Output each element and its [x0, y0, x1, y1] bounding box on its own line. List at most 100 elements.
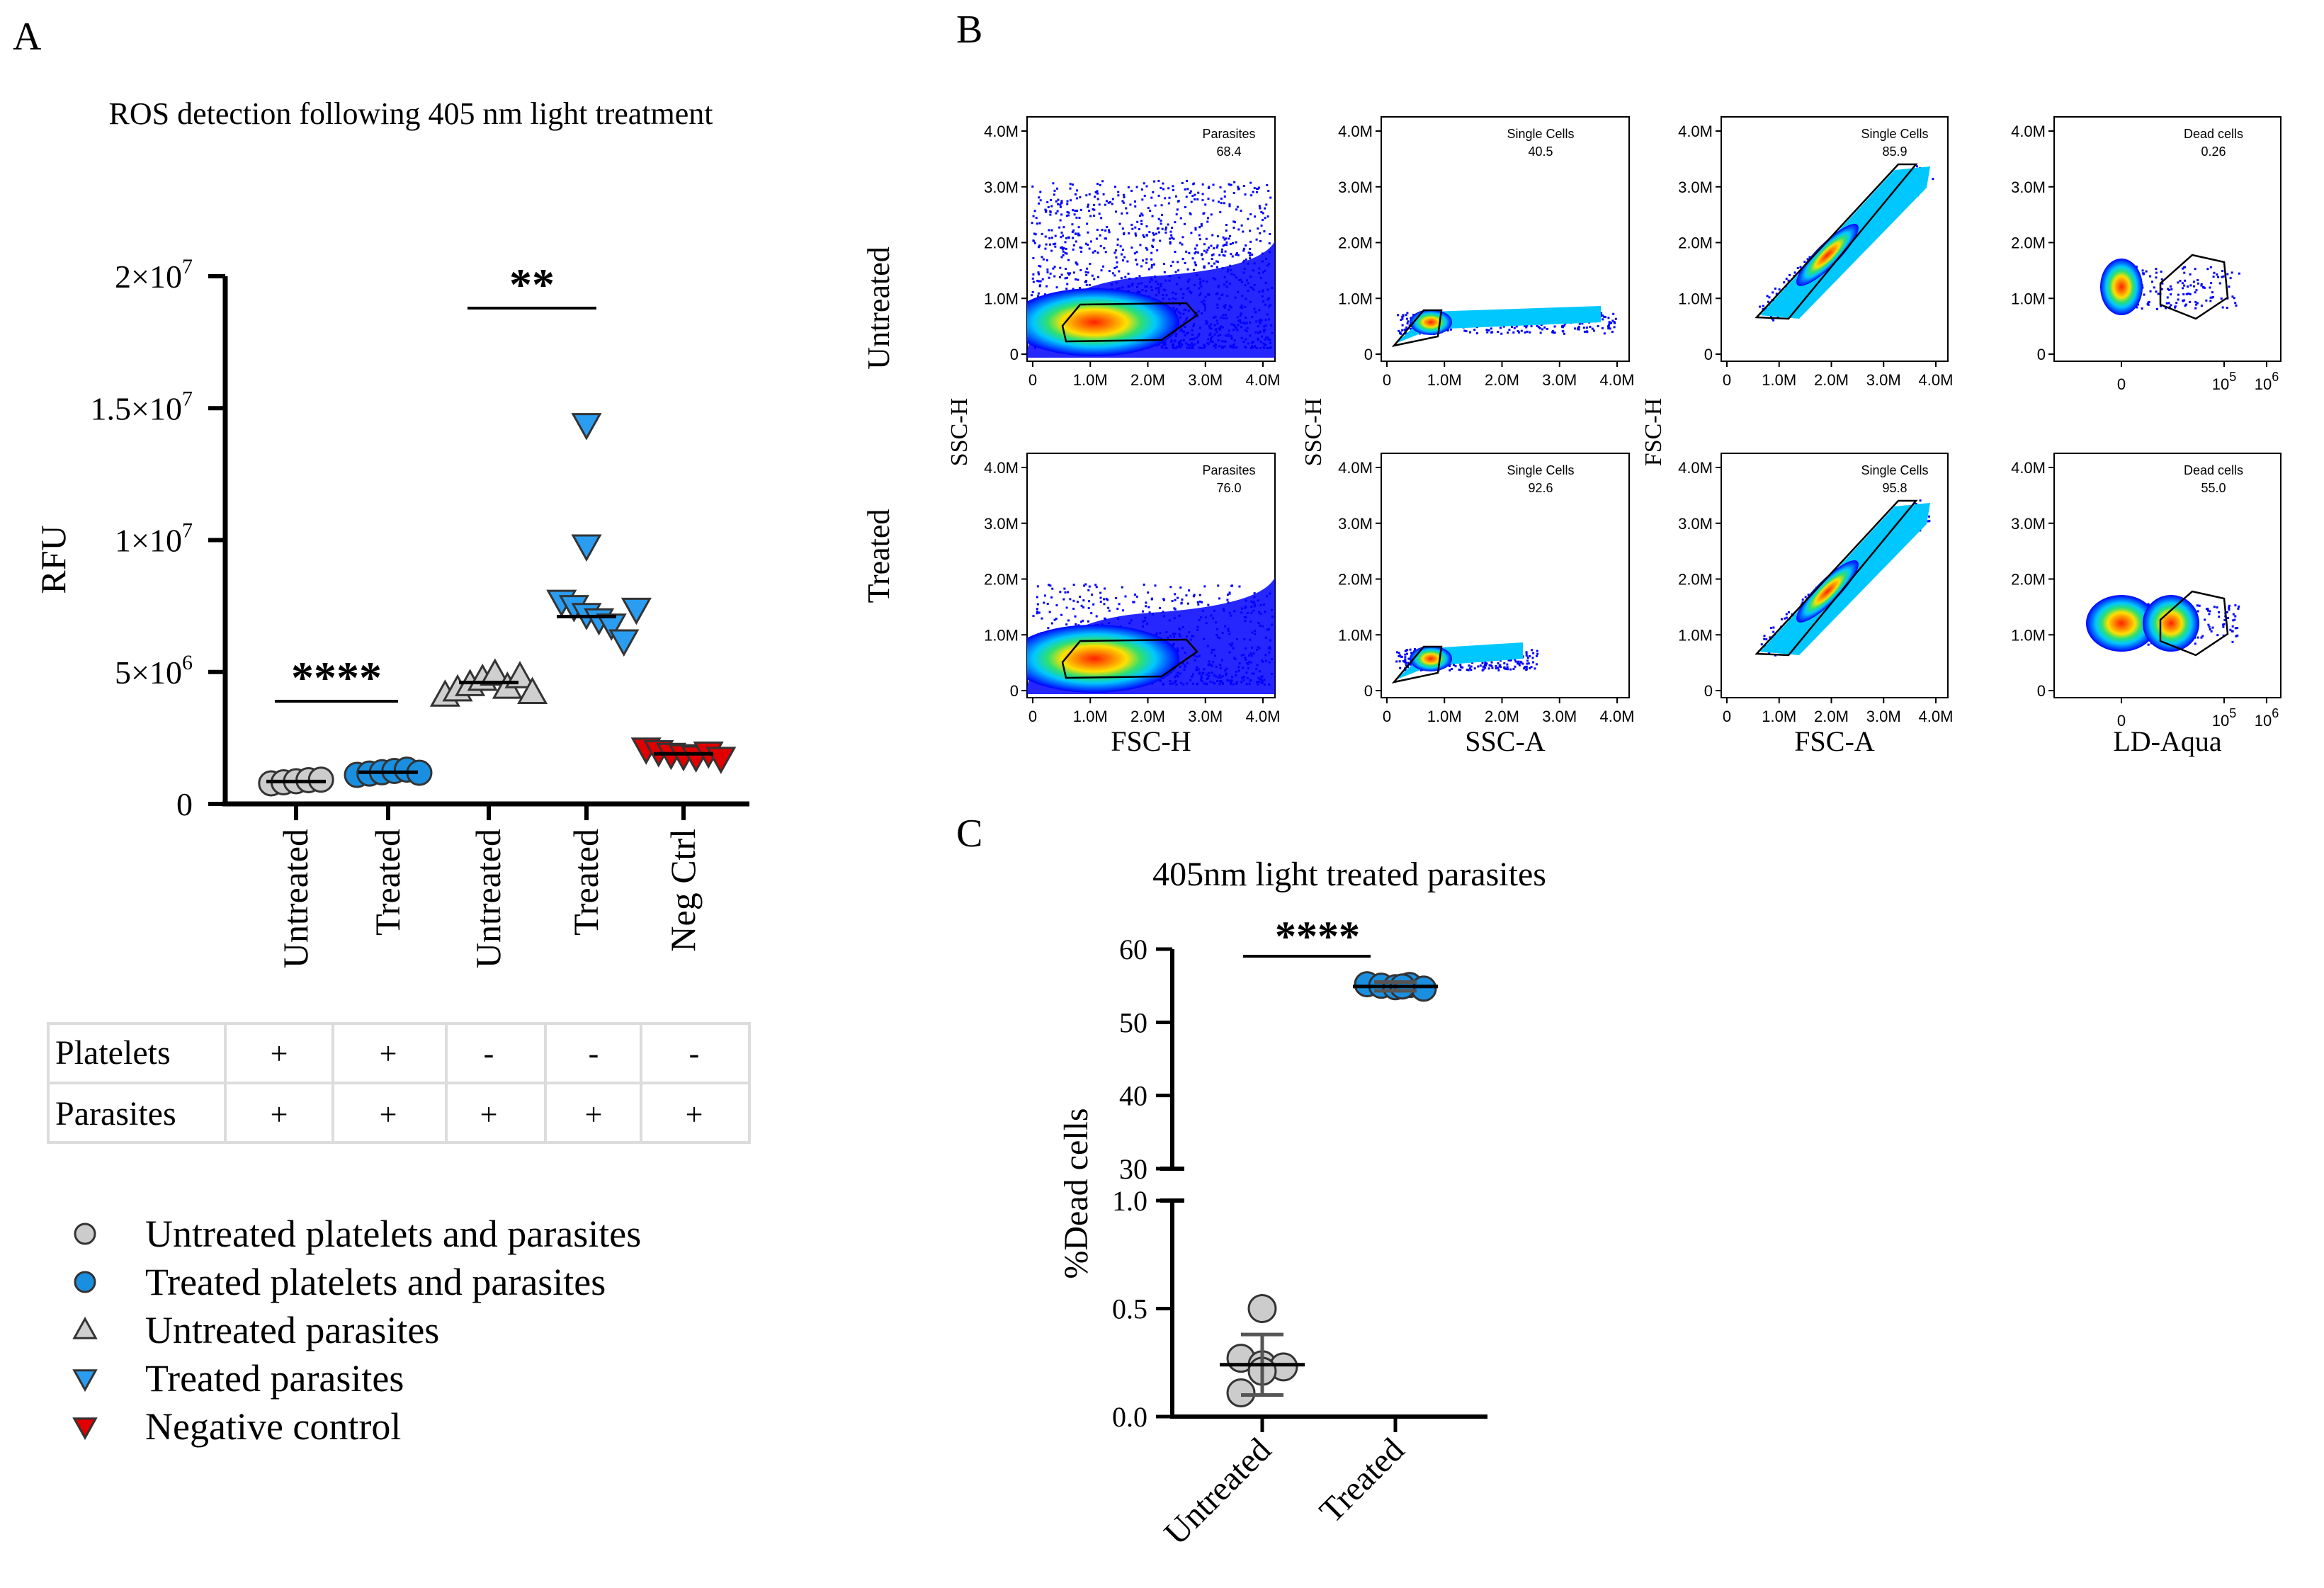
flow-event-dot [1510, 326, 1513, 329]
flow-event-dot [1220, 197, 1223, 200]
flow-event-dot [1143, 583, 1145, 586]
condition-table-cell: + [585, 1097, 603, 1132]
flow-event-dot [1119, 245, 1122, 248]
flow-event-dot [1203, 243, 1206, 246]
flow-event-dot [1262, 219, 1264, 222]
flow-event-dot [1094, 250, 1096, 253]
flow-event-dot [1088, 585, 1091, 588]
flow-event-dot [2175, 302, 2178, 305]
flow-event-dot [2210, 630, 2213, 633]
flow-event-dot [1196, 244, 1198, 246]
flow-event-dot [1405, 649, 1408, 652]
flow-event-dot [1115, 597, 1118, 600]
flow-event-dot [1507, 659, 1510, 662]
flow-event-dot [1160, 222, 1162, 225]
flow-event-dot [1537, 326, 1540, 329]
flow-event-dot [2200, 636, 2203, 639]
flow-event-dot [1065, 252, 1068, 255]
flow-event-dot [2174, 306, 2176, 309]
flow-event-dot [1050, 229, 1053, 232]
flow-event-dot [1468, 331, 1471, 334]
flow-event-dot [1094, 584, 1097, 586]
flow-event-dot [1201, 601, 1203, 603]
chart-a-category-label: Untreated [468, 829, 508, 968]
flow-event-dot [1216, 235, 1219, 238]
flow-x-tick-label: 105 [2212, 370, 2237, 393]
flow-event-dot [1604, 316, 1606, 319]
flow-event-dot [1536, 650, 1538, 652]
flow-event-dot [1108, 270, 1111, 273]
flow-event-dot [1212, 253, 1215, 256]
flow-event-dot [2221, 306, 2224, 309]
flow-event-dot [1111, 203, 1113, 205]
flow-event-dot [1088, 247, 1091, 250]
flow-gate-name: Parasites [1202, 127, 1255, 141]
flow-event-dot [1525, 652, 1528, 654]
flow-event-dot [1481, 662, 1484, 664]
flow-event-dot [1509, 668, 1512, 671]
flow-event-dot [1135, 595, 1138, 598]
flow-event-dot [2136, 306, 2138, 309]
flow-event-dot [1523, 667, 1526, 670]
flow-event-dot [1577, 327, 1580, 329]
flow-event-dot [1150, 196, 1153, 199]
flow-event-dot [1207, 217, 1210, 220]
flow-event-dot [1449, 328, 1452, 331]
flow-event-dot [1215, 246, 1218, 249]
flow-event-dot [1069, 272, 1072, 275]
flow-event-dot [2160, 288, 2163, 290]
flow-event-dot [1229, 234, 1232, 237]
flow-gate [2159, 254, 2229, 320]
flow-event-dot [1486, 331, 1489, 334]
flow-event-dot [1036, 603, 1039, 606]
flow-event-dot [1223, 244, 1226, 246]
flow-event-dot [1398, 652, 1400, 654]
panel-label-b: B [956, 8, 982, 52]
chart-a-y-tick-label: 5×106 [115, 651, 193, 691]
flow-event-dot [1213, 247, 1215, 250]
flow-event-dot [1145, 261, 1148, 264]
flow-event-dot [2229, 628, 2232, 631]
flow-event-dot [1210, 213, 1213, 216]
chart-a-point [480, 658, 511, 686]
flow-event-dot [1038, 196, 1041, 199]
flow-event-dot [1160, 186, 1162, 189]
flow-y-tick-label: 1.0M [2011, 290, 2046, 307]
flow-event-dot [1404, 653, 1407, 656]
flow-event-dot [1404, 658, 1407, 661]
flow-event-dot [2143, 293, 2146, 296]
flow-event-dot [1223, 238, 1226, 241]
flow-event-dot [1133, 252, 1136, 255]
flow-event-dot [1406, 652, 1409, 655]
flow-gate [1755, 163, 1918, 320]
flow-event-dot [1531, 657, 1534, 659]
flow-event-dot [1405, 664, 1407, 667]
flow-event-dot [1049, 584, 1052, 587]
flow-event-dot [1490, 664, 1493, 667]
flow-event-dot [1123, 195, 1126, 198]
flow-event-dot [1079, 196, 1082, 199]
flow-event-dot [1482, 665, 1485, 668]
flow-event-dot [1162, 599, 1165, 601]
flow-event-dot [1200, 225, 1203, 227]
flow-event-dot [1135, 186, 1138, 188]
flow-event-dot [2201, 286, 2204, 289]
flow-y-tick-label: 0 [1704, 682, 1713, 700]
chart-c-y-tick-label: 40 [1119, 1080, 1147, 1112]
flow-event-dot [1045, 243, 1048, 246]
flow-event-dot [1131, 227, 1134, 230]
flow-event-dot [1793, 271, 1796, 274]
flow-event-dot [1106, 599, 1109, 601]
flow-event-dot [1050, 199, 1053, 202]
flow-event-dot [1088, 283, 1091, 286]
flow-event-dot [1181, 236, 1184, 239]
flow-plot-frame [2053, 116, 2282, 362]
flow-event-dot [1067, 273, 1070, 276]
flow-event-dot [2233, 297, 2235, 300]
flow-event-dot [1143, 194, 1146, 197]
flow-event-dot [1079, 268, 1082, 271]
flow-event-dot [1058, 276, 1061, 278]
flow-event-dot [1163, 271, 1166, 273]
flow-event-dot [1060, 202, 1062, 205]
